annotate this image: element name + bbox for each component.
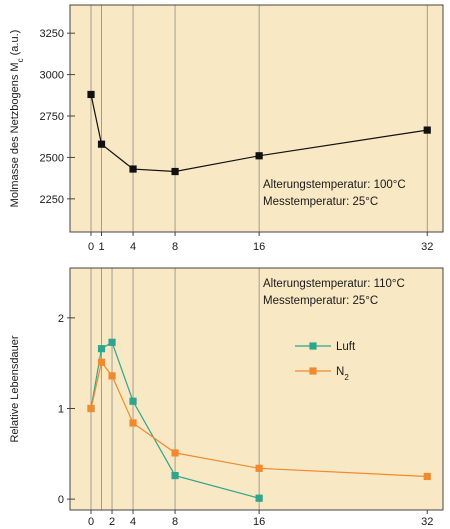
bottom-y-axis-label-main: Relative Lebensdauer: [9, 335, 21, 442]
top-data-point: [87, 90, 95, 99]
bottom-data-point: [423, 472, 431, 481]
bottom-data-point: [171, 449, 179, 457]
legend-label-luft: Luft: [336, 341, 356, 353]
legend-marker-luft: [309, 342, 317, 350]
top-y-tick-label: 2750: [40, 111, 64, 123]
top-annotation: Alterungstemperatur: 100°C: [263, 179, 406, 191]
top-x-tick-label: 4: [130, 241, 136, 253]
top-y-axis-label-unit: (a.u.): [9, 30, 21, 59]
bottom-data-point: [97, 358, 106, 366]
bottom-x-tick-label: 8: [172, 516, 178, 528]
top-data-point: [423, 126, 431, 134]
bottom-data-point: [129, 397, 137, 405]
top-x-tick-label: 32: [421, 241, 433, 253]
top-chart-panel: 2250 2500 2750 3000 3250 0 1 4 8 16 32 Molmasse des…: [9, 4, 444, 253]
bottom-data-point: [108, 338, 116, 346]
top-annotation: Messtemperatur: 25°C: [263, 196, 378, 208]
bottom-data-point: [108, 372, 116, 380]
bottom-x-tick-label: 4: [130, 516, 136, 528]
top-data-point: [171, 167, 179, 176]
bottom-plot-frame: [69, 267, 444, 511]
bottom-series-line-0: [90, 341, 260, 499]
top-y-axis-label: Molmasse des Netzbogens Mc (a.u.): [9, 30, 25, 208]
top-y-tick-label: 3250: [40, 28, 64, 40]
bottom-x-tick-label: 2: [109, 516, 115, 528]
top-x-tick-label: 0: [88, 241, 94, 253]
top-plot-background: [70, 5, 443, 232]
bottom-plot-background: [70, 268, 443, 510]
top-data-point: [97, 140, 106, 148]
top-series-line-0: [90, 94, 428, 173]
bottom-annotation: Alterungstemperatur: 110°C: [263, 278, 405, 290]
legend-label-n2-main: N: [336, 366, 344, 378]
bottom-data-point: [255, 494, 263, 502]
bottom-data-point: [87, 404, 95, 413]
bottom-data-point: [129, 419, 137, 427]
top-y-tick-label: 2500: [40, 152, 64, 164]
bottom-y-tick-label: 1: [58, 403, 64, 415]
bottom-chart-panel: 0 1 2 0 2 4 8 16 32 Relative Lebensdauer Alterungs…: [9, 267, 444, 528]
top-y-tick-label: 2250: [40, 194, 64, 206]
bottom-x-tick-label: 16: [253, 516, 265, 528]
bottom-y-tick-label: 2: [58, 313, 64, 325]
bottom-data-point: [171, 471, 179, 480]
legend-label-n2-subscript: 2: [344, 373, 349, 382]
bottom-data-point: [97, 345, 106, 353]
bottom-x-tick-label: 32: [421, 516, 433, 528]
top-data-point: [255, 152, 263, 160]
legend-marker-n2: [309, 367, 317, 375]
top-y-axis-label-subscript: c: [16, 58, 25, 62]
top-data-point: [129, 165, 137, 173]
bottom-y-axis-label: Relative Lebensdauer: [9, 335, 21, 442]
bottom-annotation: Messtemperatur: 25°C: [263, 295, 378, 307]
top-plot-frame: [69, 4, 444, 233]
bottom-y-tick-label: 0: [58, 494, 64, 506]
bottom-x-tick-label: 0: [88, 516, 94, 528]
top-y-axis-label-main: Molmasse des Netzbogens M: [9, 62, 21, 207]
legend-label-luft-main: Luft: [336, 341, 356, 353]
legend-label-n2: N2: [336, 366, 349, 382]
top-x-tick-label: 8: [172, 241, 178, 253]
top-x-tick-label: 1: [98, 241, 104, 253]
top-y-tick-label: 3000: [40, 70, 64, 82]
bottom-data-point: [255, 464, 263, 472]
top-x-tick-label: 16: [253, 241, 265, 253]
